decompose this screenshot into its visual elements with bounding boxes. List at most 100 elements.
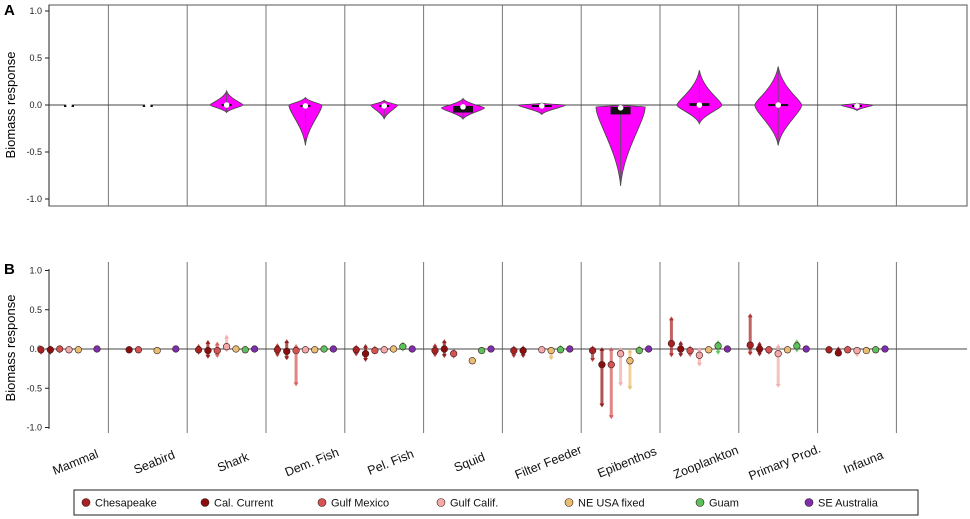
range-min-guam: [794, 348, 800, 353]
range-min-gulf-calif: [775, 383, 781, 388]
range-min-gulf-calif: [618, 382, 624, 387]
violin-median-mammal: [66, 102, 72, 109]
point-guam: [556, 346, 565, 354]
violin-median-zooplankton: [696, 102, 703, 108]
point-chesapeake: [37, 346, 45, 354]
point-se-australia: [802, 345, 810, 353]
legend-label-ne-usa-fixed: NE USA fixed: [578, 498, 645, 510]
range-max-gulf-calif: [618, 347, 624, 351]
legend-marker-ne-usa-fixed: [564, 498, 574, 507]
range-min-cal-current: [599, 403, 605, 408]
panel-b-y-tick-label: 0.0: [29, 344, 42, 354]
point-chesapeake: [825, 346, 833, 354]
point-chesapeake: [431, 346, 439, 355]
point-guam: [872, 346, 880, 354]
range-max-gulf-mexico: [214, 341, 220, 346]
range-max-chesapeake: [668, 316, 674, 321]
point-chesapeake: [588, 346, 597, 355]
point-se-australia: [487, 345, 495, 353]
range-min-gulf-mexico: [608, 415, 614, 420]
range-max-gulf-mexico: [608, 347, 614, 351]
panel-b-y-tick-label: 1.0: [29, 266, 42, 276]
point-cal-current: [283, 347, 291, 355]
point-gulf-calif: [695, 351, 704, 359]
point-ne-usa-fixed: [626, 357, 634, 365]
range-min-cal-current: [757, 352, 763, 357]
range-max-cal-current: [599, 347, 605, 351]
point-gulf-mexico: [371, 346, 379, 355]
panel-a-y-tick-label: 1.0: [29, 6, 42, 16]
point-se-australia: [644, 345, 653, 353]
range-max-cal-current: [835, 346, 841, 351]
point-cal-current: [834, 349, 842, 357]
point-gulf-mexico: [844, 346, 852, 354]
range-max-cal-current: [205, 339, 211, 344]
point-ne-usa-fixed: [862, 346, 870, 355]
range-min-ne-usa-fixed: [627, 386, 633, 391]
range-max-chesapeake: [274, 343, 280, 348]
legend-marker-gulf-mexico: [317, 498, 327, 507]
panel-a-label: A: [4, 2, 15, 19]
violin-median-primary-prod: [775, 102, 781, 108]
point-se-australia: [93, 345, 101, 353]
category-label-primary-prod: Primary Prod.: [747, 441, 823, 483]
legend-label-chesapeake: Chesapeake: [95, 498, 157, 510]
point-gulf-calif: [380, 346, 388, 354]
category-label-shark: Shark: [215, 449, 251, 474]
point-gulf-mexico: [686, 346, 694, 355]
category-label-infauna: Infauna: [842, 448, 886, 477]
point-gulf-mexico: [765, 346, 773, 354]
point-chesapeake: [667, 339, 676, 348]
point-chesapeake: [746, 341, 754, 349]
panel-b-y-tick-label: -0.5: [26, 383, 42, 393]
violin-median-squid: [460, 104, 466, 110]
point-cal-current: [598, 361, 606, 369]
point-cal-current: [46, 346, 54, 354]
panel-a-y-tick-label: 0.5: [29, 53, 42, 63]
legend-box: [73, 489, 919, 516]
panel-b-label: B: [4, 261, 15, 278]
point-gulf-calif: [853, 346, 861, 355]
point-ne-usa-fixed: [153, 346, 161, 355]
range-max-cal-current: [284, 339, 290, 344]
violin-median-seabird: [145, 102, 151, 109]
panel-a-y-axis-label: Biomass response: [3, 52, 18, 159]
point-ne-usa-fixed: [311, 346, 319, 354]
point-se-australia: [329, 345, 338, 353]
point-cal-current: [755, 345, 764, 353]
range-min-chesapeake: [668, 353, 674, 358]
range-max-chesapeake: [432, 343, 438, 348]
point-ne-usa-fixed: [547, 346, 555, 355]
point-se-australia: [723, 345, 732, 353]
range-min-chesapeake: [432, 353, 438, 358]
point-ne-usa-fixed: [705, 346, 713, 354]
point-gulf-mexico: [213, 346, 221, 355]
point-chesapeake: [195, 346, 203, 354]
range-max-guam: [794, 339, 800, 344]
range-max-chesapeake: [747, 313, 753, 318]
range-min-ne-usa-fixed: [548, 356, 554, 361]
legend-label-guam: Guam: [709, 498, 739, 510]
range-min-cal-current: [441, 354, 447, 359]
range-min-chesapeake: [747, 351, 753, 356]
point-cal-current: [519, 346, 527, 355]
panel-b-y-tick-label: -1.0: [26, 423, 42, 433]
legend-marker-chesapeake: [81, 498, 91, 507]
point-guam: [320, 345, 328, 353]
point-cal-current: [361, 350, 370, 358]
range-min-gulf-calif: [854, 353, 860, 358]
legend-marker-gulf-calif: [436, 498, 446, 507]
point-se-australia: [251, 345, 259, 353]
panel-b-y-axis-label: Biomass response: [3, 295, 18, 402]
point-se-australia: [408, 345, 416, 353]
legend-label-gulf-mexico: Gulf Mexico: [331, 498, 389, 510]
violin-median-dem-fish: [302, 103, 309, 109]
range-min-gulf-mexico: [214, 354, 220, 359]
category-label-epibenthos: Epibenthos: [595, 444, 658, 480]
point-gulf-mexico: [607, 361, 615, 369]
range-max-gulf-mexico: [293, 343, 299, 348]
point-gulf-calif: [301, 346, 310, 354]
legend-marker-guam: [695, 498, 705, 507]
range-max-cal-current: [363, 343, 369, 348]
point-guam: [241, 346, 249, 354]
